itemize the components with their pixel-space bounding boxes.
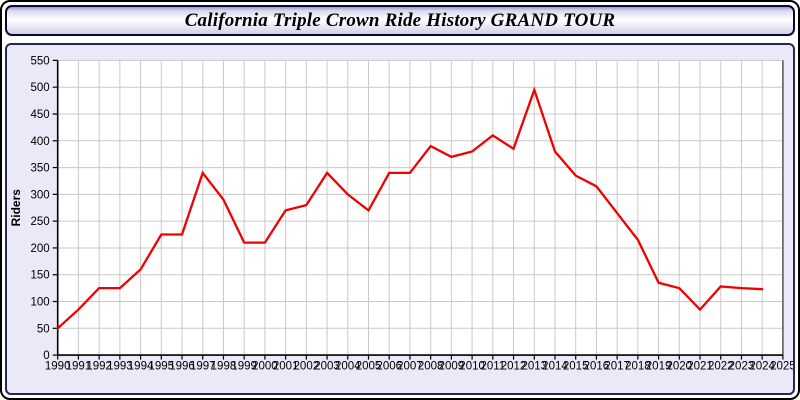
riders-line [56,86,764,330]
x-tick-label: 2014 [542,361,568,373]
x-tick-label: 1990 [45,361,71,373]
y-tick-label: 500 [31,82,50,94]
y-tick-label: 450 [31,109,50,121]
y-tick-label: 50 [37,323,50,335]
x-tick-label: 1998 [211,361,237,373]
y-tick-label: 200 [31,243,50,255]
y-tick-label: 0 [43,350,49,362]
y-axis-label: Riders [9,189,23,227]
x-tick-label: 2010 [459,361,485,373]
x-tick-label: 2008 [418,361,444,373]
page-title: California Triple Crown Ride History GRA… [184,9,616,31]
x-tick-label: 2019 [646,361,672,373]
x-tick-label: 2003 [314,361,340,373]
x-tick-label: 2017 [604,361,630,373]
x-tick-label: 2022 [708,361,734,373]
x-tick-label: 1999 [231,361,257,373]
x-tick-label: 2006 [376,361,402,373]
x-tick-label: 2024 [749,361,775,373]
x-tick-label: 2007 [397,361,423,373]
y-tick-label: 100 [31,297,50,309]
x-tick-label: 2018 [625,361,651,373]
ride-history-chart: 1990199119921993199419951996199719981999… [9,55,795,373]
x-tick-label: 2025 [770,361,795,373]
y-tick-label: 150 [31,270,50,282]
x-tick-label: 2011 [480,361,505,373]
x-tick-label: 2020 [667,361,693,373]
plot-area [57,60,783,356]
x-tick-label: 2000 [252,361,278,373]
x-tick-label: 2009 [439,361,465,373]
x-tick-label: 1993 [107,361,133,373]
x-tick-label: 1994 [128,361,154,373]
y-tick-label: 250 [31,216,50,228]
y-tick-label: 350 [31,163,50,175]
x-tick-label: 2002 [294,361,320,373]
title-bar: California Triple Crown Ride History GRA… [5,5,795,36]
y-tick-label: 400 [31,136,50,148]
x-tick-label: 1996 [169,361,195,373]
x-tick-label: 2001 [273,361,299,373]
x-tick-label: 2004 [335,361,361,373]
x-tick-label: 1995 [149,361,175,373]
y-tick-label: 550 [31,55,50,67]
x-tick-label: 1991 [66,361,92,373]
chart-panel: 1990 1991 1992 1993 1994 1995 1996 1997 1998 1999… [5,43,795,395]
x-tick-label: 2012 [501,361,527,373]
x-tick-label: 1992 [86,361,112,373]
x-tick-label: 2013 [521,361,547,373]
x-tick-label: 2023 [729,361,755,373]
x-tick-label: 2016 [584,361,610,373]
y-tick-label: 300 [31,189,50,201]
x-tick-label: 2015 [563,361,589,373]
x-tick-label: 1997 [190,361,216,373]
x-tick-label: 2005 [356,361,382,373]
x-tick-label: 2021 [687,361,713,373]
